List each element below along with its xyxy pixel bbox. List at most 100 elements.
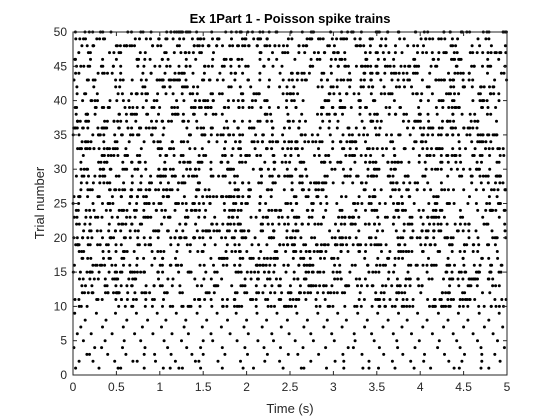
- spike-marker: [442, 326, 445, 329]
- spike-marker: [236, 339, 239, 342]
- spike-marker: [136, 271, 139, 274]
- spike-marker: [464, 271, 467, 274]
- spike-marker: [236, 291, 239, 294]
- spike-marker: [426, 154, 429, 157]
- spike-marker: [90, 284, 93, 287]
- spike-marker: [138, 243, 141, 246]
- spike-marker: [425, 51, 428, 54]
- spike-marker: [473, 113, 476, 116]
- spike-marker: [230, 154, 233, 157]
- spike-marker: [194, 106, 197, 109]
- spike-marker: [247, 332, 250, 335]
- spike-marker: [257, 278, 260, 281]
- spike-marker: [169, 243, 172, 246]
- spike-marker: [230, 72, 233, 75]
- spike-marker: [331, 305, 334, 308]
- spike-marker: [473, 120, 476, 123]
- spike-marker: [258, 209, 261, 212]
- spike-marker: [305, 278, 308, 281]
- spike-marker: [268, 106, 271, 109]
- spike-marker: [302, 326, 305, 329]
- spike-marker: [136, 257, 139, 260]
- spike-marker: [182, 99, 185, 102]
- spike-marker: [124, 353, 127, 356]
- spike-marker: [116, 216, 119, 219]
- spike-marker: [419, 243, 422, 246]
- spike-marker: [81, 140, 84, 143]
- spike-marker: [480, 161, 483, 164]
- spike-marker: [494, 181, 497, 184]
- spike-marker: [488, 202, 491, 205]
- spike-marker: [194, 223, 197, 226]
- spike-marker: [178, 65, 181, 68]
- spike-marker: [254, 236, 257, 239]
- spike-marker: [496, 339, 499, 342]
- spike-marker: [403, 229, 406, 232]
- spike-marker: [256, 44, 259, 47]
- spike-marker: [365, 106, 368, 109]
- spike-marker: [89, 58, 92, 61]
- spike-marker: [453, 58, 456, 61]
- spike-marker: [385, 243, 388, 246]
- spike-marker: [436, 168, 439, 171]
- spike-marker: [160, 209, 163, 212]
- spike-marker: [476, 284, 479, 287]
- spike-marker: [368, 147, 371, 150]
- spike-marker: [487, 243, 490, 246]
- spike-marker: [136, 65, 139, 68]
- spike-marker: [463, 85, 466, 88]
- spike-marker: [406, 72, 409, 75]
- spike-marker: [343, 106, 346, 109]
- spike-marker: [349, 79, 352, 82]
- spike-marker: [263, 271, 266, 274]
- spike-marker: [343, 291, 346, 294]
- spike-marker: [426, 271, 429, 274]
- spike-marker: [149, 175, 152, 178]
- spike-marker: [458, 154, 461, 157]
- spike-marker: [408, 181, 411, 184]
- spike-marker: [366, 133, 369, 136]
- spike-marker: [315, 298, 318, 301]
- spike-marker: [445, 51, 448, 54]
- spike-marker: [461, 216, 464, 219]
- spike-marker: [218, 229, 221, 232]
- spike-marker: [232, 133, 235, 136]
- spike-marker: [483, 326, 486, 329]
- spike-marker: [379, 79, 382, 82]
- spike-marker: [331, 37, 334, 40]
- spike-marker: [328, 127, 331, 130]
- spike-marker: [178, 161, 181, 164]
- spike-marker: [259, 106, 262, 109]
- spike-marker: [427, 257, 430, 260]
- spike-marker: [336, 312, 339, 315]
- spike-marker: [443, 353, 446, 356]
- spike-marker: [448, 202, 451, 205]
- spike-marker: [131, 181, 134, 184]
- spike-marker: [380, 291, 383, 294]
- spike-marker: [82, 250, 85, 253]
- spike-marker: [322, 216, 325, 219]
- spike-marker: [457, 229, 460, 232]
- spike-marker: [259, 120, 262, 123]
- spike-marker: [375, 264, 378, 267]
- spike-marker: [463, 127, 466, 130]
- spike-marker: [240, 209, 243, 212]
- spike-marker: [459, 209, 462, 212]
- spike-marker: [403, 65, 406, 68]
- spike-marker: [503, 223, 506, 226]
- spike-marker: [237, 127, 240, 130]
- spike-marker: [153, 65, 156, 68]
- spike-marker: [346, 79, 349, 82]
- spike-marker: [119, 120, 122, 123]
- spike-marker: [343, 305, 346, 308]
- spike-marker: [374, 161, 377, 164]
- spike-marker: [198, 168, 201, 171]
- spike-marker: [357, 92, 360, 95]
- spike-marker: [140, 291, 143, 294]
- spike-marker: [282, 367, 285, 370]
- spike-marker: [419, 127, 422, 130]
- spike-marker: [484, 209, 487, 212]
- spike-marker: [354, 264, 357, 267]
- spike-marker: [332, 85, 335, 88]
- spike-marker: [90, 229, 93, 232]
